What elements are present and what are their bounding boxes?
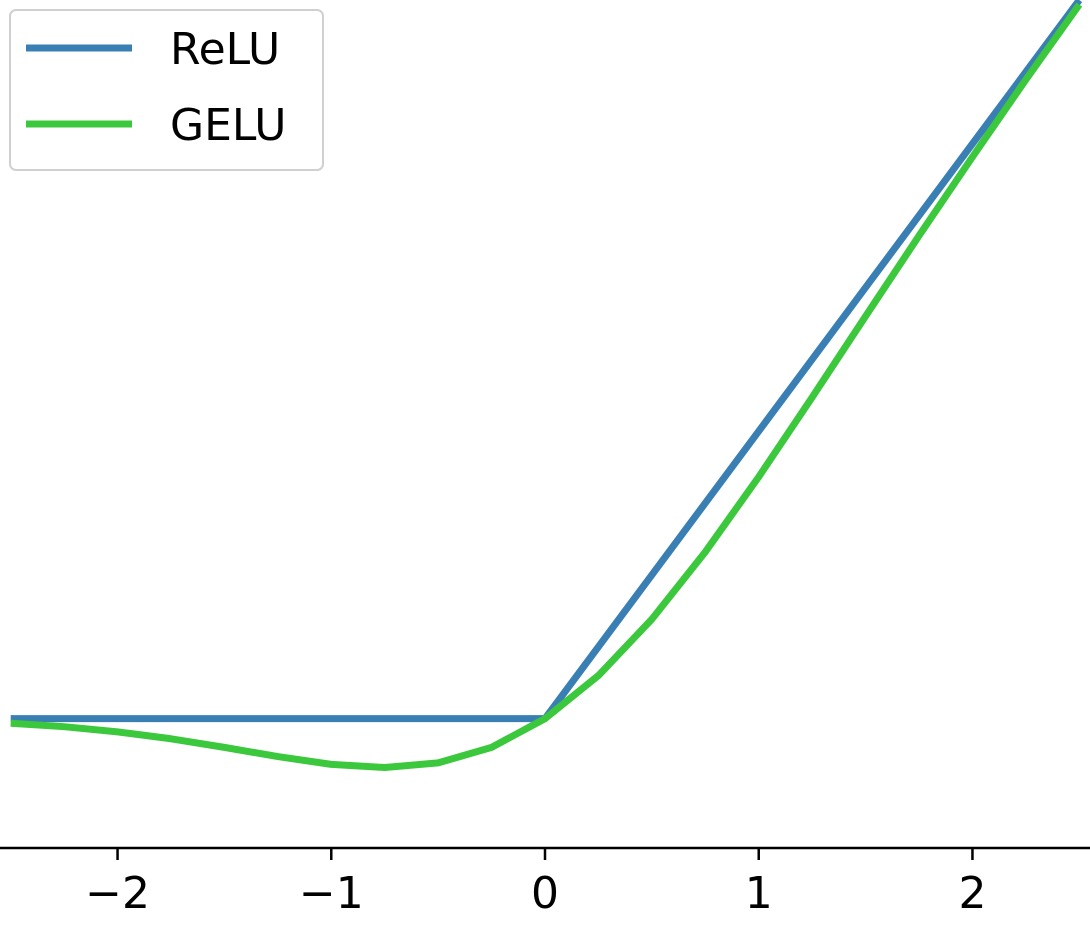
x-tick-label: 0 [531, 868, 559, 919]
legend-label: GELU [170, 100, 286, 151]
x-tick-label: 2 [958, 868, 986, 919]
plot-lines [10, 0, 1083, 772]
x-axis: −2 −1 0 1 2 [0, 846, 1090, 919]
x-tick-label: 1 [745, 868, 773, 919]
x-tick-label: −1 [299, 868, 364, 919]
series-line-gelu [10, 2, 1083, 772]
legend-label: ReLU [170, 24, 280, 75]
legend: ReLU GELU [9, 9, 324, 171]
x-tick-label: −2 [85, 868, 150, 919]
